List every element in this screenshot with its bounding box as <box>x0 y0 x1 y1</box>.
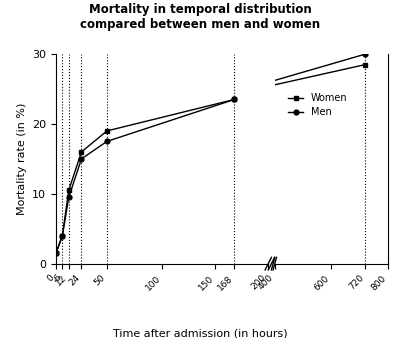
Legend: Women, Men: Women, Men <box>285 90 350 120</box>
Text: Time after admission (in hours): Time after admission (in hours) <box>113 328 287 338</box>
Text: Mortality in temporal distribution
compared between men and women: Mortality in temporal distribution compa… <box>80 3 320 31</box>
Y-axis label: Mortality rate (in %): Mortality rate (in %) <box>16 103 26 215</box>
